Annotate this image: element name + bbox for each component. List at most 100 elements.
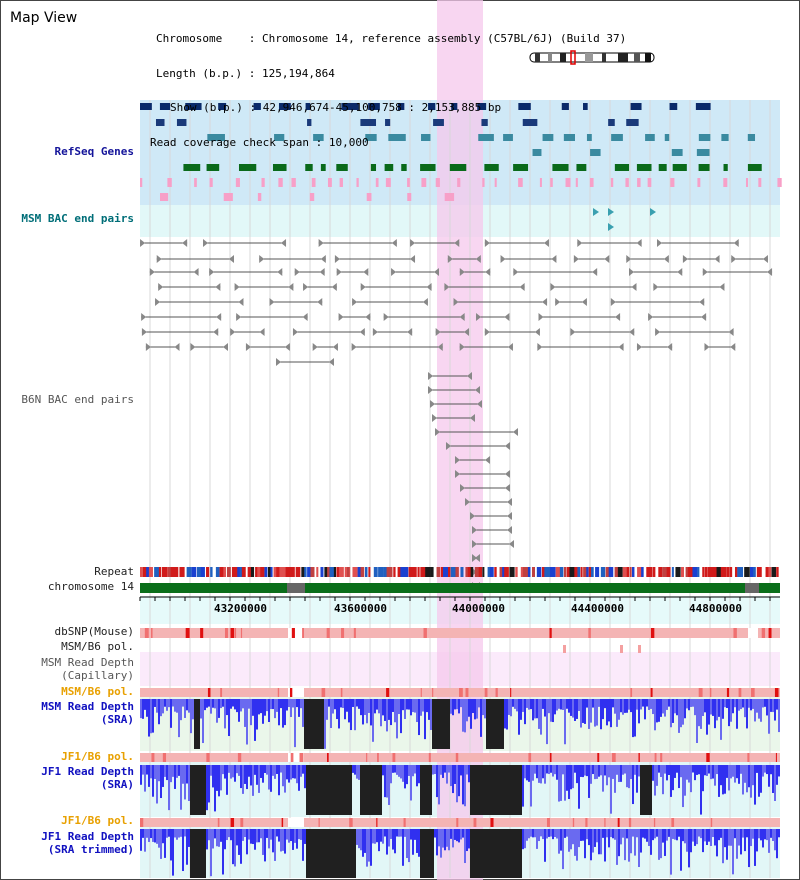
depth-bar	[370, 765, 372, 815]
depth-bar	[320, 765, 322, 815]
depth-bar	[374, 765, 376, 815]
depth-bar	[664, 699, 666, 717]
depth-bar	[150, 829, 152, 839]
repeat-element	[697, 567, 700, 577]
repeat-element	[191, 567, 197, 577]
depth-bar	[588, 829, 590, 846]
depth-bar	[552, 765, 554, 777]
repeat-element	[759, 567, 762, 577]
depth-bar	[740, 765, 742, 774]
depth-bar	[376, 699, 378, 710]
snp-mark	[774, 688, 779, 697]
gene-feature	[341, 103, 359, 110]
depth-bar	[560, 829, 562, 851]
gene-feature	[433, 119, 444, 126]
depth-bar	[210, 829, 212, 877]
track-label-jf1-depth-trim[interactable]: JF1 Read Depth	[41, 830, 134, 843]
track-label-chromosome[interactable]: chromosome 14	[47, 580, 134, 593]
depth-bar	[430, 765, 432, 815]
depth-bar	[220, 699, 222, 709]
repeat-element	[648, 567, 653, 577]
track-label-b6n-bac[interactable]: B6N BAC end pairs	[21, 393, 134, 406]
depth-bar	[190, 699, 192, 734]
bac-end	[592, 268, 598, 276]
depth-bar	[634, 765, 636, 775]
depth-bar	[374, 829, 376, 844]
track-label-msm-depth-sra[interactable]: MSM Read Depth	[41, 700, 134, 713]
repeat-element	[641, 567, 644, 577]
depth-bar	[712, 765, 714, 779]
depth-bar	[542, 765, 544, 779]
depth-bar	[592, 699, 594, 708]
depth-bar	[732, 829, 734, 875]
depth-bar	[730, 829, 732, 846]
track-label-repeat[interactable]: Repeat	[94, 565, 134, 578]
repeat-element	[559, 567, 564, 577]
depth-bar	[402, 829, 404, 866]
repeat-element	[170, 567, 176, 577]
depth-bar	[752, 765, 754, 786]
track-label-refseq[interactable]: RefSeq Genes	[54, 145, 134, 158]
depth-bar	[526, 765, 528, 781]
depth-bar	[340, 765, 342, 815]
depth-bar	[352, 829, 354, 878]
track-label-msm-b6-pol-1[interactable]: MSM/B6 pol.	[61, 640, 134, 653]
depth-bar	[540, 699, 542, 735]
depth-bar	[222, 699, 224, 707]
depth-bar	[476, 699, 478, 719]
depth-bar	[330, 699, 332, 728]
depth-bar	[262, 699, 264, 724]
depth-bar	[480, 699, 482, 737]
depth-bar	[380, 829, 382, 842]
depth-bar	[570, 765, 572, 790]
repeat-element	[455, 567, 459, 577]
bac-end	[702, 268, 708, 276]
depth-bar	[278, 699, 280, 726]
bac-end	[238, 298, 244, 306]
depth-bar	[208, 699, 210, 707]
depth-bar	[356, 765, 358, 779]
depth-bar	[286, 699, 288, 711]
track-label-jf1-depth-sra[interactable]: JF1 Read Depth	[41, 765, 134, 778]
bac-end	[190, 343, 196, 351]
depth-bar	[660, 765, 662, 777]
bac-end	[730, 343, 736, 351]
snp-mark	[340, 688, 343, 697]
depth-bar	[174, 765, 176, 789]
depth-bar	[622, 829, 624, 838]
track-label-jf1-b6-pol-1[interactable]: JF1/B6 pol.	[61, 750, 134, 763]
repeat-element	[329, 567, 334, 577]
track-label-dbsnp[interactable]: dbSNP(Mouse)	[54, 625, 134, 638]
depth-bar	[230, 699, 232, 709]
depth-bar	[418, 829, 420, 857]
track-label-jf1-b6-pol-2[interactable]: JF1/B6 pol.	[61, 814, 134, 827]
depth-bar	[636, 699, 638, 710]
bac-end	[140, 239, 146, 247]
bac-end	[302, 313, 308, 321]
depth-bar	[614, 765, 616, 793]
depth-bar	[528, 765, 530, 782]
gene-feature	[218, 103, 227, 110]
depth-bar	[694, 699, 696, 716]
gene-feature	[503, 134, 513, 141]
repeat-element	[264, 567, 268, 577]
depth-bar	[192, 699, 194, 720]
depth-bar	[604, 829, 606, 862]
track-label-msm-bac[interactable]: MSM BAC end pairs	[21, 212, 134, 225]
axis-tick-label: 44000000	[452, 602, 505, 615]
depth-bar	[142, 829, 144, 838]
depth-bar	[186, 765, 188, 784]
depth-bar	[324, 829, 326, 878]
repeat-element	[357, 567, 362, 577]
depth-bar	[242, 829, 244, 841]
depth-bar	[638, 829, 640, 868]
depth-bar	[414, 829, 416, 840]
depth-bar	[486, 829, 488, 878]
bac-end	[182, 239, 188, 247]
track-label-msm-b6-pol-2[interactable]: MSM/B6 pol.	[61, 685, 134, 698]
repeat-element	[417, 567, 420, 577]
depth-bar	[410, 765, 412, 801]
bac-end	[303, 283, 309, 291]
track-label-msm-depth-cap[interactable]: MSM Read Depth	[41, 656, 134, 669]
repeat-element	[531, 567, 536, 577]
